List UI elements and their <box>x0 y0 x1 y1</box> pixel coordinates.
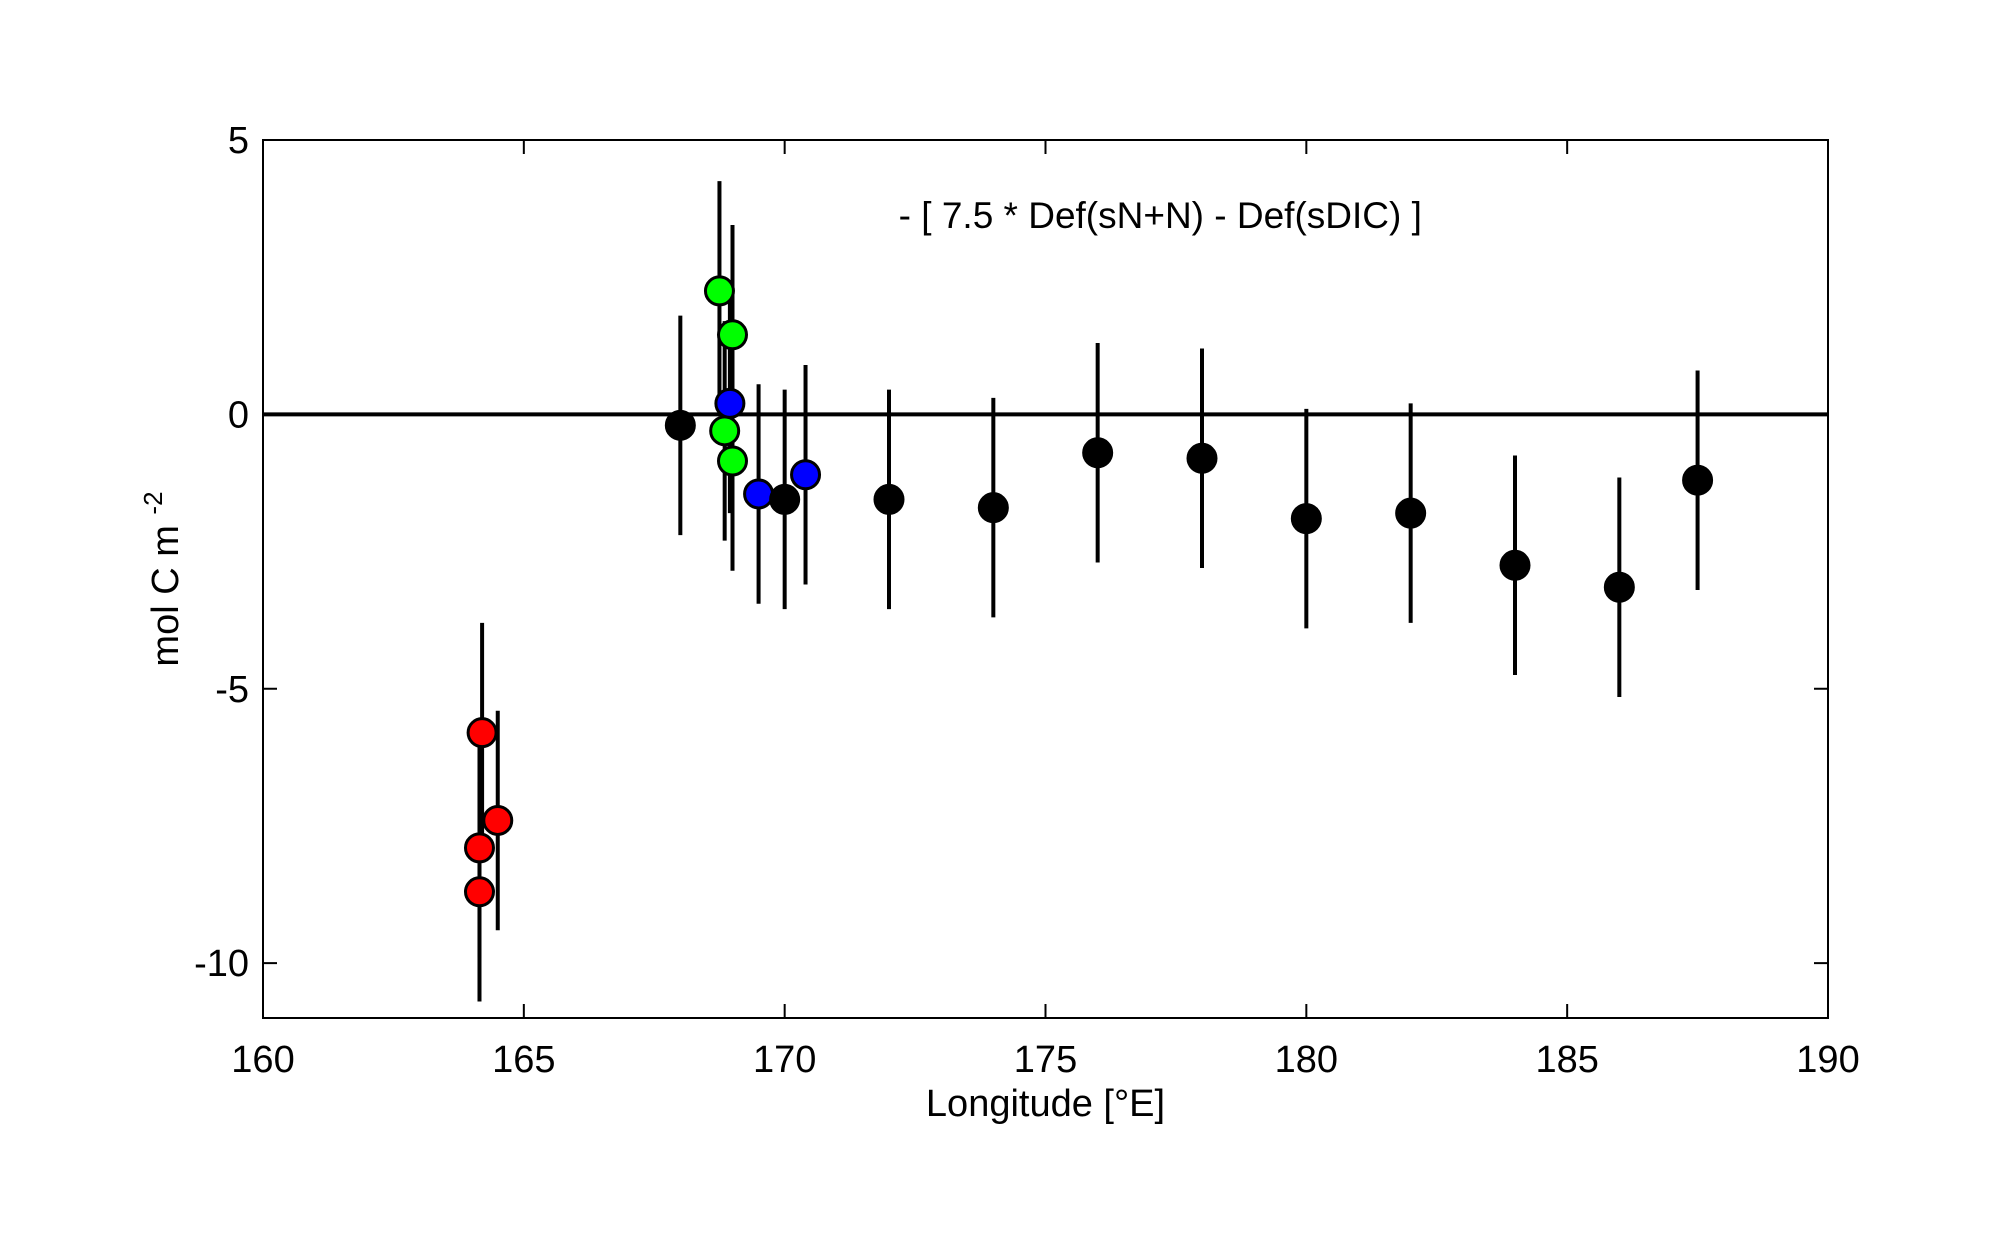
data-point-group <box>463 181 1714 1002</box>
x-tick-label: 170 <box>753 1039 816 1081</box>
y-tick-label: -5 <box>215 669 249 711</box>
data-point <box>743 478 775 510</box>
x-tick-label: 165 <box>492 1039 555 1081</box>
data-point <box>1603 571 1635 603</box>
data-point <box>1186 442 1218 474</box>
y-axis-label-text: mol C m <box>145 525 187 666</box>
formula-annotation: - [ 7.5 * Def(sN+N) - Def(sDIC) ] <box>899 195 1422 236</box>
x-tick-label: 185 <box>1535 1039 1598 1081</box>
data-point <box>717 319 748 351</box>
data-point <box>709 415 741 447</box>
data-point <box>466 717 498 749</box>
y-tick-label: 5 <box>228 120 249 162</box>
data-point <box>482 804 514 836</box>
x-tick-label: 160 <box>231 1039 294 1081</box>
data-point <box>717 445 748 477</box>
x-tick-label: 190 <box>1796 1039 1859 1081</box>
plot-area-frame <box>262 139 1829 1019</box>
data-point <box>714 387 746 419</box>
x-tick-label: 180 <box>1275 1039 1338 1081</box>
data-point <box>977 492 1009 524</box>
data-point <box>1290 503 1322 535</box>
data-point <box>873 483 905 515</box>
y-tick-label: 0 <box>228 394 249 436</box>
tick-label-group: 160 165 170 175 180 185 190 5 0 -5 -10 <box>194 120 1860 1081</box>
data-point <box>463 832 495 864</box>
data-point <box>463 876 495 908</box>
x-axis-label: Longitude [°E] <box>926 1083 1165 1125</box>
data-point <box>769 483 801 515</box>
data-point <box>1682 464 1714 496</box>
data-point <box>1082 437 1114 469</box>
x-tick-label: 175 <box>1014 1039 1077 1081</box>
data-point <box>703 275 735 307</box>
y-axis-label: mol C m -2 <box>138 491 187 666</box>
data-point <box>1499 549 1531 581</box>
data-point <box>664 409 696 441</box>
y-axis-label-superscript: -2 <box>138 491 168 514</box>
data-point <box>790 459 822 491</box>
data-point <box>1395 497 1427 529</box>
y-tick-label: -10 <box>194 943 249 985</box>
